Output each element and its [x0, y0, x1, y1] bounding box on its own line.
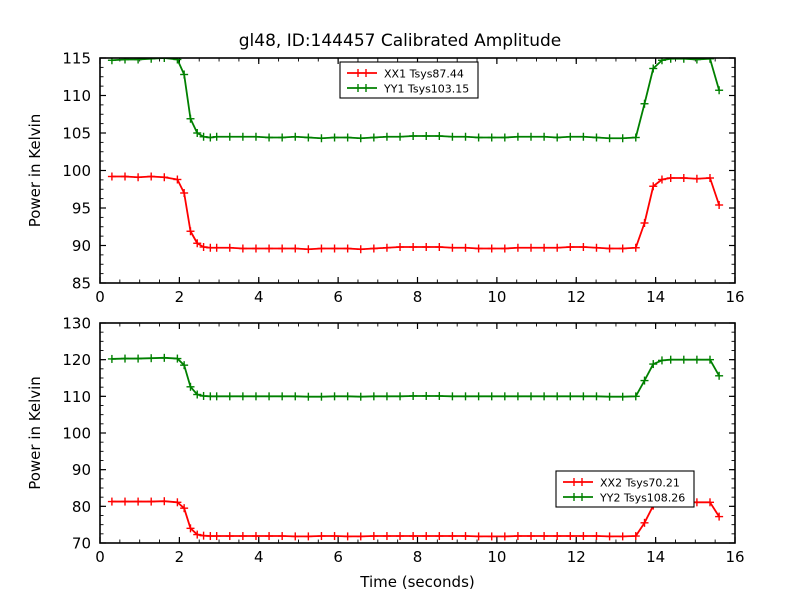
y-tick-label: 110: [62, 388, 91, 406]
x-tick-label: 0: [95, 548, 105, 566]
series-group: [107, 353, 724, 541]
x-tick-label: 16: [725, 548, 744, 566]
y-tick-label: 90: [72, 237, 91, 255]
x-axis-label: Time (seconds): [359, 573, 475, 591]
y-tick-label: 130: [62, 315, 91, 333]
legend-top[interactable]: XX1 Tsys87.44 YY1 Tsys103.15: [339, 61, 479, 99]
x-tick-label: 16: [725, 288, 744, 306]
axes-frame: [99, 57, 736, 284]
y-axis-label: Power in Kelvin: [26, 114, 44, 228]
x-tick-label: 10: [487, 288, 506, 306]
series-line-xx1: [111, 175, 720, 251]
legend-box: [555, 470, 695, 508]
x-tick-label: 4: [254, 288, 264, 306]
y-tick-label: 95: [72, 200, 91, 218]
legend-bottom[interactable]: XX2 Tsys70.21 YY2 Tsys108.26: [555, 470, 695, 508]
y-tick-label: 100: [62, 425, 91, 443]
y-tick-label: 80: [72, 498, 91, 516]
x-tick-label: 10: [487, 548, 506, 566]
y-tick-label: 105: [62, 125, 91, 143]
y-tick-label: 70: [72, 535, 91, 553]
series-line-yy1: [111, 58, 720, 140]
legend-entry-label: YY2 Tsys108.26: [599, 492, 685, 505]
x-tick-label: 0: [95, 288, 105, 306]
series-line-yy2: [111, 356, 720, 398]
panel-bottom: 0 2 4 6 8 10 12 14 16 70 80 90 100 110 120 130 Power in …: [26, 315, 745, 592]
y-tick-label: 120: [62, 351, 91, 369]
x-tick-label: 2: [175, 548, 185, 566]
y-axis-label: Power in Kelvin: [26, 376, 44, 490]
axes-frame: [99, 322, 736, 544]
legend-entry-label: XX2 Tsys70.21: [600, 477, 680, 490]
y-tick-label: 85: [72, 275, 91, 293]
x-tick-label: 6: [333, 548, 343, 566]
x-tick-label: 8: [413, 548, 423, 566]
x-tick-label: 14: [646, 288, 665, 306]
legend-box: [339, 61, 479, 99]
x-tick-label: 12: [567, 288, 586, 306]
x-tick-label: 2: [175, 288, 185, 306]
legend-entry-label: XX1 Tsys87.44: [384, 68, 464, 81]
y-tick-label: 110: [62, 87, 91, 105]
series-group: [107, 58, 724, 254]
y-tick-label: 100: [62, 162, 91, 180]
y-tick-label: 115: [62, 50, 91, 68]
x-tick-label: 4: [254, 548, 264, 566]
panel-top: 0 2 4 6 8 10 12 14 16 85 90 95 100 105 110 115 Power in …: [26, 50, 745, 307]
x-tick-label: 14: [646, 548, 665, 566]
x-tick-label: 12: [567, 548, 586, 566]
legend-entry-label: YY1 Tsys103.15: [383, 83, 469, 96]
x-tick-label: 6: [333, 288, 343, 306]
x-tick-label: 8: [413, 288, 423, 306]
y-tick-label: 90: [72, 461, 91, 479]
chart-title: gl48, ID:144457 Calibrated Amplitude: [239, 31, 561, 51]
